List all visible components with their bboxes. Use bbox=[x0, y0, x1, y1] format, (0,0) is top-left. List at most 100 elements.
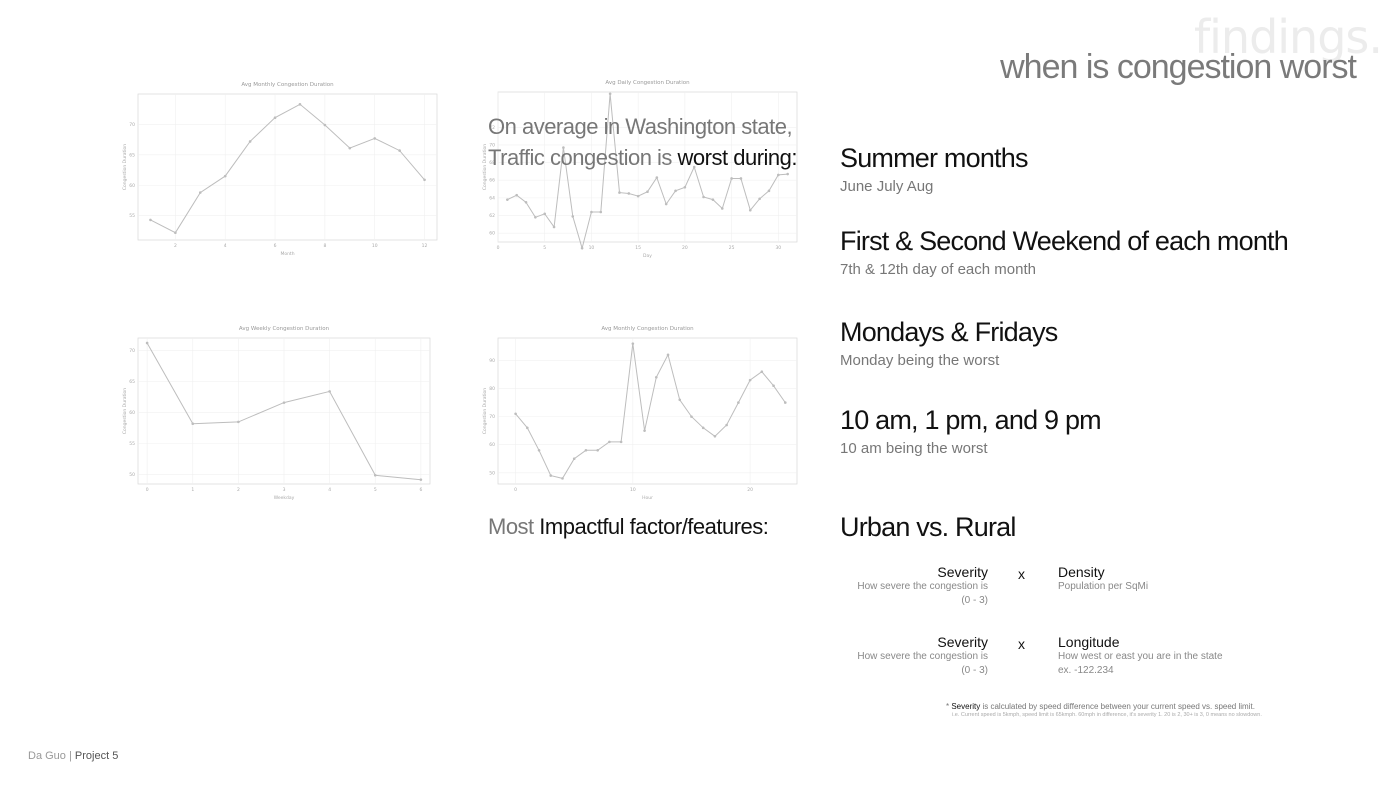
x-tick-label: 5 bbox=[374, 487, 377, 493]
factor-name: Severity bbox=[937, 634, 988, 650]
y-tick-label: 72 bbox=[489, 125, 495, 131]
data-point bbox=[683, 185, 687, 189]
y-axis-label: Congestion Duration bbox=[482, 388, 488, 434]
y-tick-label: 66 bbox=[489, 178, 495, 184]
data-point bbox=[618, 191, 621, 194]
finding-weekdays: Mondays & Fridays Monday being the worst bbox=[840, 317, 1058, 369]
y-axis-label: Congestion Duration bbox=[482, 144, 488, 190]
data-point bbox=[282, 401, 286, 404]
x-tick-label: 0 bbox=[514, 487, 517, 493]
x-tick-label: 5 bbox=[543, 245, 546, 251]
note-bold: Severity bbox=[951, 702, 981, 711]
factor-name: Density bbox=[1058, 564, 1105, 580]
factors-label-light: Most bbox=[488, 514, 540, 539]
y-tick-label: 60 bbox=[129, 183, 135, 189]
factor-name: Longitude bbox=[1058, 634, 1120, 650]
data-point bbox=[584, 449, 588, 452]
x-tick-label: 30 bbox=[775, 245, 781, 251]
series-line bbox=[150, 103, 425, 234]
data-point bbox=[223, 174, 227, 178]
data-point bbox=[767, 189, 771, 193]
x-tick-label: 12 bbox=[422, 243, 428, 249]
slide-subtitle: when is congestion worst bbox=[1000, 48, 1357, 86]
data-point bbox=[515, 193, 518, 197]
finding-title: Mondays & Fridays bbox=[840, 317, 1058, 347]
data-point bbox=[549, 474, 553, 477]
data-point bbox=[619, 440, 623, 444]
y-tick-label: 70 bbox=[129, 122, 135, 128]
finding-title: Summer months bbox=[840, 143, 1028, 173]
data-point bbox=[328, 390, 331, 393]
series-line bbox=[515, 343, 786, 479]
data-point bbox=[654, 376, 658, 379]
factor-desc: Population per SqMi bbox=[1058, 581, 1149, 592]
finding-months: Summer months June July Aug bbox=[840, 143, 1028, 195]
data-point bbox=[514, 412, 517, 416]
x-tick-label: 1 bbox=[191, 487, 194, 493]
finding-detail: 7th & 12th day of each month bbox=[840, 261, 1036, 278]
x-tick-label: 0 bbox=[497, 245, 500, 251]
x-tick-label: 6 bbox=[419, 487, 422, 493]
plot-frame bbox=[497, 337, 798, 485]
factors-heading-text: Urban vs. Rural bbox=[840, 512, 1016, 542]
data-point bbox=[599, 210, 603, 214]
data-point bbox=[149, 218, 152, 222]
x-tick-label: 10 bbox=[630, 487, 636, 493]
data-point bbox=[273, 116, 277, 120]
factor-row-2-right: Longitude How west or east you are in th… bbox=[1058, 634, 1223, 678]
data-point bbox=[627, 192, 631, 195]
factor-row-1-left: Severity How severe the congestion is (0… bbox=[840, 564, 988, 608]
y-tick-label: 70 bbox=[489, 142, 495, 148]
data-point bbox=[590, 210, 593, 214]
factor-row-1-operator: x bbox=[1018, 566, 1025, 582]
data-point bbox=[373, 137, 377, 140]
x-tick-label: 4 bbox=[224, 243, 227, 249]
note-text: is calculated by speed difference betwee… bbox=[980, 702, 1255, 711]
factors-label: Most Impactful factor/features: bbox=[488, 514, 769, 540]
finding-detail: June July Aug bbox=[840, 178, 934, 195]
data-point bbox=[596, 449, 599, 452]
severity-example: i.e. Current speed is 5kmph, speed limit… bbox=[952, 712, 1262, 718]
data-point bbox=[174, 231, 177, 234]
data-point bbox=[701, 426, 705, 430]
data-point bbox=[760, 370, 764, 373]
x-tick-label: 3 bbox=[283, 487, 286, 493]
factor-row-2-left: Severity How severe the congestion is (0… bbox=[840, 634, 988, 678]
y-tick-label: 70 bbox=[129, 348, 135, 354]
intro-line-2-dark: worst during: bbox=[677, 145, 798, 170]
y-tick-label: 60 bbox=[489, 442, 495, 448]
monthly-congestion-chart: Avg Monthly Congestion Duration 55 60 65 70 2… bbox=[120, 78, 445, 264]
data-point bbox=[643, 429, 646, 432]
chart-title: Avg Weekly Congestion Duration bbox=[239, 326, 330, 332]
data-point bbox=[678, 398, 682, 402]
chart-title: Avg Daily Congestion Duration bbox=[605, 80, 690, 86]
author-name: Da Guo bbox=[28, 750, 66, 762]
x-tick-label: 4 bbox=[328, 487, 331, 493]
x-tick-label: 6 bbox=[274, 243, 277, 249]
data-point bbox=[526, 426, 529, 430]
y-tick-label: 50 bbox=[489, 470, 495, 476]
footer: Da Guo | Project 5 bbox=[28, 750, 118, 762]
factor-desc: How severe the congestion is bbox=[857, 581, 988, 592]
data-point bbox=[571, 215, 575, 218]
daily-congestion-chart: Avg Daily Congestion Duration 60 62 64 66 68 7… bbox=[480, 76, 805, 266]
data-point bbox=[730, 177, 733, 180]
data-point bbox=[561, 477, 564, 480]
finding-title: 10 am, 1 pm, and 9 pm bbox=[840, 405, 1102, 435]
x-tick-label: 10 bbox=[372, 243, 378, 249]
data-point bbox=[537, 449, 541, 452]
finding-title: First & Second Weekend of each month bbox=[840, 226, 1289, 256]
finding-detail: Monday being the worst bbox=[840, 352, 1000, 369]
data-point bbox=[608, 92, 612, 96]
data-point bbox=[777, 173, 780, 177]
data-point bbox=[655, 176, 659, 179]
x-tick-label: 2 bbox=[174, 243, 177, 249]
data-point bbox=[191, 422, 195, 426]
data-point bbox=[646, 190, 649, 194]
y-axis-label: Congestion Duration bbox=[122, 388, 128, 434]
factors-label-dark: Impactful factor/features: bbox=[539, 514, 769, 539]
data-point bbox=[737, 401, 740, 404]
y-tick-label: 68 bbox=[489, 160, 495, 166]
data-point bbox=[739, 177, 743, 180]
y-tick-label: 60 bbox=[489, 231, 495, 237]
